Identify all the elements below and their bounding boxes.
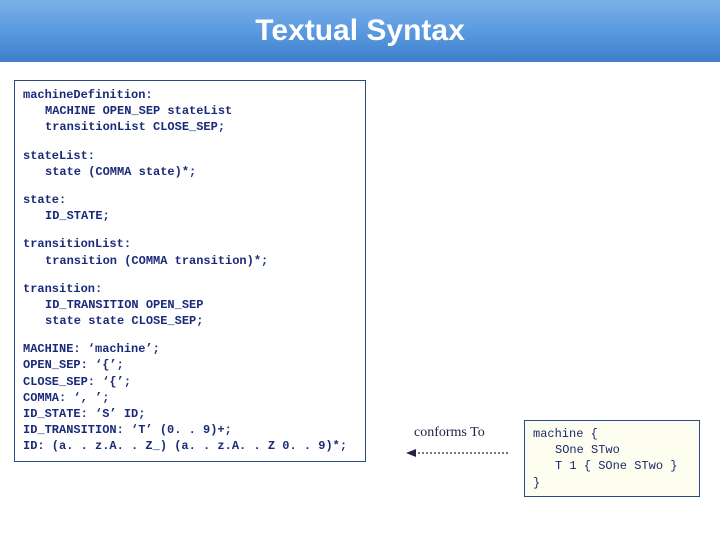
terminal-line: OPEN_SEP: ‘{’; bbox=[23, 357, 357, 373]
rule-transition: transition: ID_TRANSITION OPEN_SEP state… bbox=[23, 281, 357, 330]
rule-name: stateList: bbox=[23, 149, 95, 163]
example-line: SOne STwo bbox=[533, 442, 691, 458]
grammar-box: machineDefinition: MACHINE OPEN_SEP stat… bbox=[14, 80, 366, 462]
content-area: machineDefinition: MACHINE OPEN_SEP stat… bbox=[0, 62, 720, 480]
example-line: } bbox=[533, 475, 691, 491]
arrow-left-icon bbox=[404, 448, 512, 458]
terminal-line: CLOSE_SEP: ‘{’; bbox=[23, 374, 357, 390]
rule-body-line: MACHINE OPEN_SEP stateList bbox=[23, 103, 357, 119]
terminal-line: ID_STATE: ‘S’ ID; bbox=[23, 406, 357, 422]
example-box: machine { SOne STwo T 1 { SOne STwo } } bbox=[524, 420, 700, 497]
rule-body-line: state state CLOSE_SEP; bbox=[23, 313, 357, 329]
rule-state: state: ID_STATE; bbox=[23, 192, 357, 224]
rule-body-line: transition (COMMA transition)*; bbox=[23, 253, 357, 269]
rule-state-list: stateList: state (COMMA state)*; bbox=[23, 148, 357, 180]
rule-machine-definition: machineDefinition: MACHINE OPEN_SEP stat… bbox=[23, 87, 357, 136]
terminal-line: ID_TRANSITION: ‘T’ (0. . 9)+; bbox=[23, 422, 357, 438]
rule-name: machineDefinition: bbox=[23, 88, 153, 102]
rule-body-line: state (COMMA state)*; bbox=[23, 164, 357, 180]
title-bar: Textual Syntax bbox=[0, 0, 720, 62]
terminal-line: COMMA: ‘, ’; bbox=[23, 390, 357, 406]
rule-name: transitionList: bbox=[23, 237, 131, 251]
conforms-to-label: conforms To bbox=[414, 425, 485, 441]
example-line: machine { bbox=[533, 426, 691, 442]
rule-body-line: transitionList CLOSE_SEP; bbox=[23, 119, 357, 135]
terminal-line: ID: (a. . z.A. . Z_) (a. . z.A. . Z 0. .… bbox=[23, 438, 357, 454]
rule-body-line: ID_STATE; bbox=[23, 208, 357, 224]
example-line: T 1 { SOne STwo } bbox=[533, 458, 691, 474]
terminals-block: MACHINE: ‘machine’; OPEN_SEP: ‘{’; CLOSE… bbox=[23, 341, 357, 454]
terminal-line: MACHINE: ‘machine’; bbox=[23, 341, 357, 357]
page-title: Textual Syntax bbox=[255, 14, 465, 48]
rule-name: state: bbox=[23, 193, 66, 207]
rule-body-line: ID_TRANSITION OPEN_SEP bbox=[23, 297, 357, 313]
rule-transition-list: transitionList: transition (COMMA transi… bbox=[23, 236, 357, 268]
rule-name: transition: bbox=[23, 282, 102, 296]
